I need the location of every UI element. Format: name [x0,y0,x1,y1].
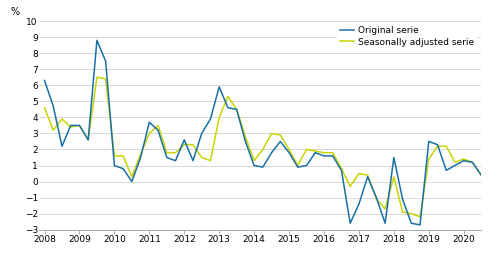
Text: %: % [11,7,20,17]
Seasonally adjusted serie [94,76,100,79]
Seasonally adjusted serie [137,153,143,156]
Seasonally adjusted serie [181,143,187,146]
Original serie [216,85,222,88]
Seasonally adjusted serie [417,215,423,218]
Seasonally adjusted serie [42,106,48,109]
Original serie [417,223,423,227]
Original serie [137,156,143,159]
Seasonally adjusted serie [374,198,380,201]
Line: Original serie: Original serie [45,40,491,225]
Seasonally adjusted serie [199,156,205,159]
Line: Seasonally adjusted serie: Seasonally adjusted serie [45,77,491,217]
Original serie [181,138,187,142]
Legend: Original serie, Seasonally adjusted serie: Original serie, Seasonally adjusted seri… [337,23,477,49]
Original serie [225,106,231,109]
Original serie [374,196,380,199]
Original serie [94,39,100,42]
Original serie [42,79,48,82]
Seasonally adjusted serie [216,116,222,119]
Original serie [199,132,205,135]
Seasonally adjusted serie [225,95,231,98]
